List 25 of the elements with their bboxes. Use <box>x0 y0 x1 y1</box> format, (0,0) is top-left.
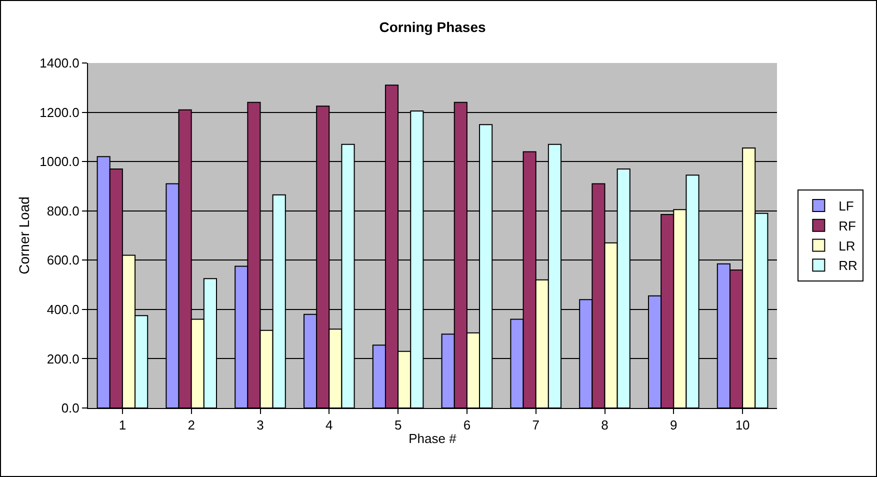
x-tick-label: 8 <box>601 418 608 433</box>
x-tick-label: 6 <box>463 418 471 433</box>
x-tick-label: 1 <box>118 418 126 433</box>
y-tick-label: 600.0 <box>46 252 80 268</box>
x-axis-title: Phase # <box>408 431 458 446</box>
y-tick-label: 0.0 <box>61 400 80 416</box>
y-tick-label: 1000.0 <box>40 154 80 170</box>
legend-label: LR <box>838 238 856 254</box>
x-tick-label: 5 <box>394 418 402 433</box>
x-tick-label: 3 <box>256 418 264 433</box>
x-tick-label: 9 <box>670 418 678 433</box>
y-tick-label: 800.0 <box>46 203 80 218</box>
y-tick-label: 200.0 <box>46 351 80 366</box>
legend-label: LF <box>838 198 854 214</box>
legend-label: RF <box>838 218 856 234</box>
y-tick-label: 400.0 <box>46 302 80 317</box>
x-tick-label: 10 <box>735 418 750 433</box>
y-tick-label: 1400.0 <box>40 56 80 71</box>
legend-label: RR <box>838 258 858 274</box>
chart-title: Corning Phases <box>379 19 486 36</box>
y-axis-title: Corner Load <box>16 196 32 274</box>
x-tick-label: 4 <box>326 418 333 433</box>
y-tick-label: 1200.0 <box>40 104 80 120</box>
x-tick-label: 2 <box>188 418 195 433</box>
x-tick-label: 7 <box>532 418 540 433</box>
